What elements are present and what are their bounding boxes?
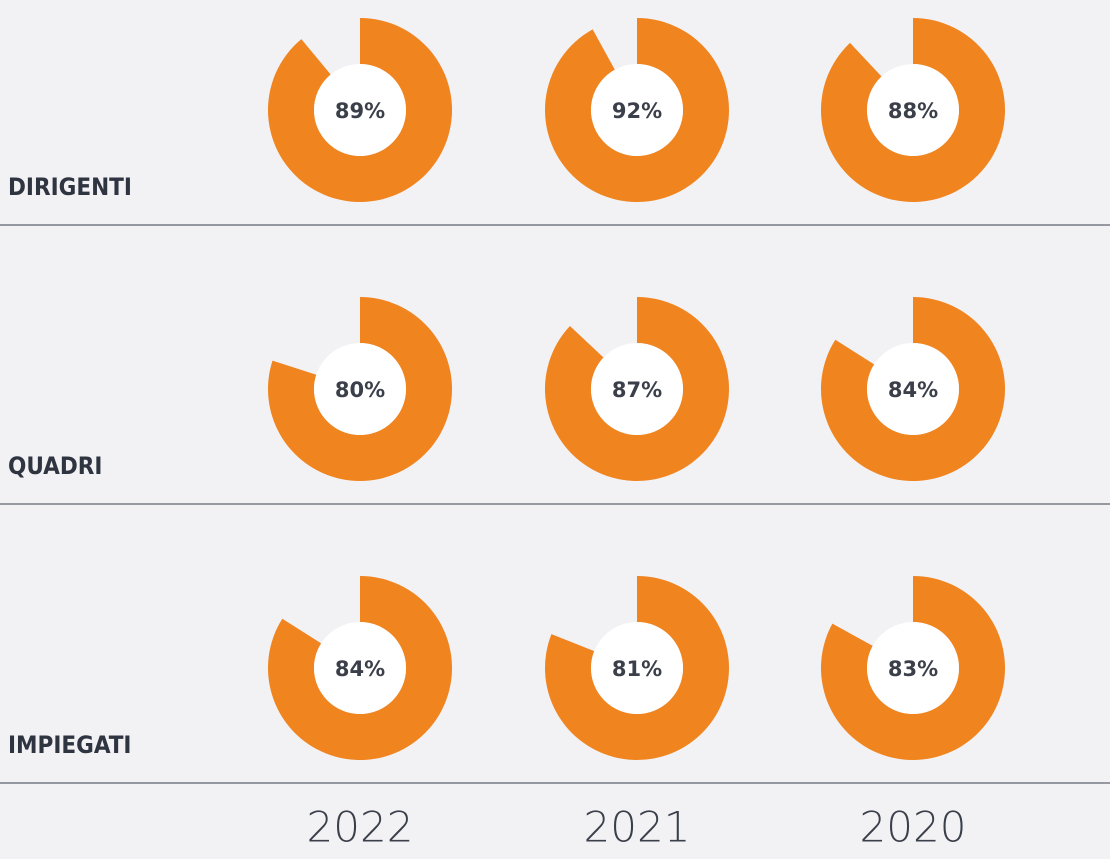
value-label: 92% [612, 99, 662, 123]
donut-hole [591, 622, 683, 714]
column-label: 2021 [584, 803, 691, 852]
value-label: 87% [612, 378, 662, 402]
donut-segment [544, 18, 729, 202]
value-label: 88% [888, 99, 938, 123]
donut-hole [314, 343, 406, 435]
value-label: 89% [335, 99, 385, 123]
row-label: QUADRI [8, 452, 102, 480]
donut-segment [545, 576, 730, 760]
donut-hole [591, 64, 683, 156]
donut-hole [314, 64, 406, 156]
value-label: 84% [335, 657, 385, 681]
row-label: DIRIGENTI [8, 173, 132, 201]
donut-segment [821, 18, 1006, 202]
value-label: 81% [612, 657, 662, 681]
donut-segment [268, 18, 453, 203]
donut-hole [591, 343, 683, 435]
donut-segment [268, 576, 453, 760]
donut-hole [867, 64, 959, 156]
donut-hole [867, 622, 959, 714]
donut-segment [267, 297, 452, 482]
value-label: 80% [335, 378, 385, 402]
column-label: 2022 [307, 803, 414, 852]
donut-segment [820, 297, 1006, 481]
donut-segment [821, 576, 1005, 760]
donut-hole [867, 343, 959, 435]
value-label: 84% [888, 378, 938, 402]
donut-hole [314, 622, 406, 714]
column-label: 2020 [860, 803, 967, 852]
donut-segment [545, 297, 729, 481]
row-label: IMPIEGATI [8, 731, 131, 759]
value-label: 83% [888, 657, 938, 681]
